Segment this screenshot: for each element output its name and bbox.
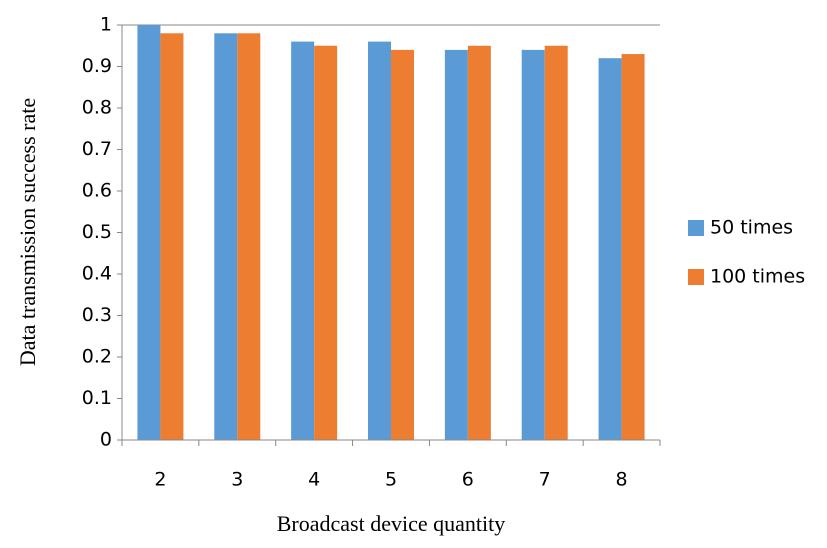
- y-tick-label: 0.8: [82, 97, 112, 119]
- x-tick-label: 6: [462, 469, 474, 491]
- bar: [214, 33, 238, 441]
- bar: [521, 49, 545, 441]
- y-axis-title: Data transmission success rate: [15, 98, 40, 366]
- y-tick-label: 0.5: [82, 221, 112, 243]
- bar: [391, 49, 414, 441]
- y-tick-label: 0.2: [82, 346, 112, 368]
- bar: [621, 54, 645, 441]
- bar: [444, 49, 468, 441]
- legend-swatch: [688, 220, 704, 236]
- bar: [467, 45, 491, 440]
- x-tick-label: 8: [616, 469, 628, 491]
- legend-label: 50 times: [710, 217, 793, 239]
- y-tick-label: 0.4: [82, 263, 112, 285]
- x-tick-label: 2: [154, 469, 166, 491]
- bar: [160, 33, 184, 441]
- bar: [368, 41, 391, 440]
- y-tick-label: 1: [100, 14, 112, 36]
- bar: [137, 25, 161, 440]
- bar: [544, 45, 568, 440]
- y-tick-label: 0.3: [82, 304, 112, 326]
- bar: [291, 41, 315, 440]
- y-tick-label: 0: [100, 429, 112, 451]
- y-tick-label: 0.7: [82, 138, 112, 160]
- bar: [598, 58, 622, 440]
- y-tick-label: 0.1: [82, 387, 112, 409]
- legend-swatch: [688, 269, 704, 285]
- x-tick-label: 4: [308, 469, 320, 491]
- bar: [237, 33, 261, 441]
- x-tick-label: 3: [231, 469, 243, 491]
- x-tick-label: 5: [385, 469, 397, 491]
- bar: [314, 45, 338, 440]
- legend-label: 100 times: [710, 266, 805, 288]
- x-tick-label: 7: [539, 469, 551, 491]
- y-tick-label: 0.9: [82, 55, 112, 77]
- y-tick-label: 0.6: [82, 180, 112, 202]
- x-axis-title: Broadcast device quantity: [277, 511, 505, 536]
